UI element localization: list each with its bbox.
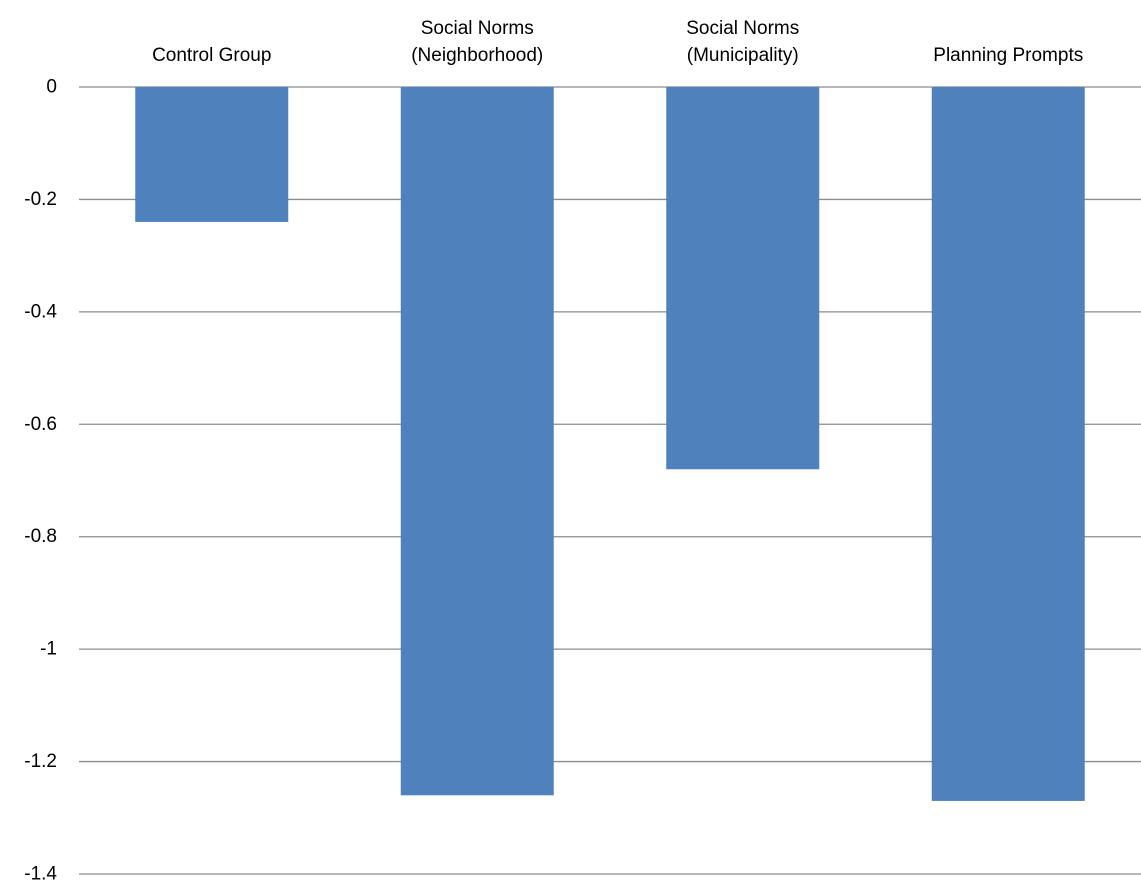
bar xyxy=(666,87,820,470)
category-label: Social Norms xyxy=(421,18,534,39)
y-tick-label: 0 xyxy=(46,77,57,98)
bars xyxy=(135,87,1085,801)
category-label: Control Group xyxy=(152,45,271,66)
category-label: Social Norms xyxy=(686,18,799,39)
category-label: (Neighborhood) xyxy=(411,45,543,66)
y-tick-label: -1.4 xyxy=(24,864,57,885)
y-tick-label: -0.6 xyxy=(24,414,57,435)
y-tick-label: -0.2 xyxy=(24,189,57,210)
category-label: Planning Prompts xyxy=(933,45,1083,66)
y-tick-label: -0.8 xyxy=(24,526,57,547)
bar xyxy=(400,87,554,796)
bar xyxy=(135,87,289,222)
y-tick-label: -1 xyxy=(40,639,57,660)
category-labels: Control Group Social Norms (Neighborhood) S… xyxy=(152,18,1083,66)
y-tick-label: -0.4 xyxy=(24,301,57,322)
y-tick-label: -1.2 xyxy=(24,751,57,772)
y-axis-tick-labels: 0 -0.2 -0.4 -0.6 -0.8 -1 -1.2 -1.4 xyxy=(24,77,57,885)
category-label: (Municipality) xyxy=(687,45,799,66)
bar xyxy=(931,87,1085,801)
